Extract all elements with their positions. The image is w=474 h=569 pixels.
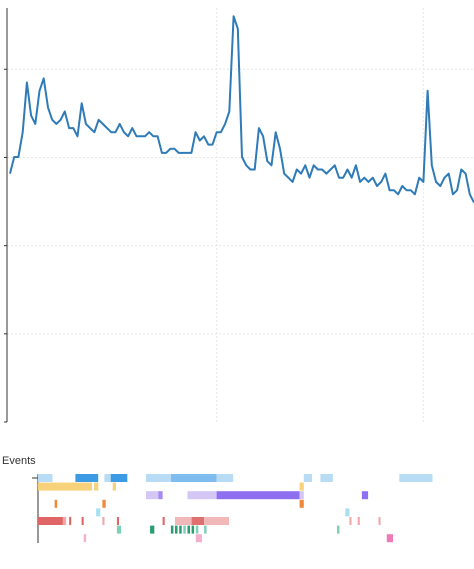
- event-segment[interactable]: [195, 534, 202, 543]
- event-segment[interactable]: [175, 525, 178, 534]
- event-segment[interactable]: [38, 482, 92, 491]
- event-segment[interactable]: [158, 491, 163, 500]
- event-segment[interactable]: [150, 525, 155, 534]
- event-segment[interactable]: [81, 517, 84, 525]
- event-segment[interactable]: [345, 508, 350, 517]
- event-segment[interactable]: [104, 474, 111, 482]
- event-segment[interactable]: [69, 517, 72, 525]
- event-segment[interactable]: [187, 525, 191, 534]
- event-segment[interactable]: [299, 499, 304, 508]
- event-segment[interactable]: [191, 517, 205, 525]
- event-segment[interactable]: [116, 517, 119, 525]
- event-row: [96, 508, 350, 517]
- event-segment[interactable]: [83, 534, 87, 543]
- event-segment[interactable]: [170, 525, 174, 534]
- event-segment[interactable]: [378, 517, 381, 525]
- event-segment[interactable]: [112, 482, 116, 491]
- event-segment[interactable]: [349, 517, 352, 525]
- event-segment[interactable]: [94, 482, 99, 491]
- event-segment[interactable]: [361, 491, 369, 500]
- event-segment[interactable]: [62, 517, 67, 525]
- event-segment[interactable]: [116, 525, 122, 534]
- event-segment[interactable]: [146, 491, 159, 500]
- event-segment[interactable]: [195, 525, 199, 534]
- event-segment[interactable]: [216, 491, 300, 500]
- event-segment[interactable]: [175, 517, 192, 525]
- event-segment[interactable]: [191, 525, 195, 534]
- event-segment[interactable]: [303, 474, 313, 482]
- event-segment[interactable]: [102, 517, 105, 525]
- events-title: Events: [2, 455, 36, 467]
- event-segment[interactable]: [54, 499, 58, 508]
- event-row: [116, 525, 340, 534]
- event-segment[interactable]: [337, 525, 340, 534]
- event-segment[interactable]: [183, 525, 186, 534]
- event-segment[interactable]: [162, 517, 165, 525]
- event-row: [54, 499, 304, 508]
- event-segment[interactable]: [386, 534, 393, 543]
- event-row: [146, 491, 369, 500]
- event-segment[interactable]: [216, 474, 234, 482]
- event-row: [38, 482, 304, 491]
- events-timeline: [32, 474, 433, 543]
- event-segment[interactable]: [204, 525, 207, 534]
- event-row: [38, 517, 381, 525]
- event-segment[interactable]: [170, 474, 217, 482]
- event-rows: [38, 474, 433, 543]
- chart-grid: [7, 8, 474, 422]
- series-line: [9, 15, 474, 204]
- y-ticks: [4, 68, 7, 423]
- event-segment[interactable]: [102, 499, 106, 508]
- event-row: [83, 534, 393, 543]
- event-segment[interactable]: [299, 482, 304, 491]
- event-segment[interactable]: [299, 491, 304, 500]
- event-segment[interactable]: [96, 508, 101, 517]
- event-segment[interactable]: [146, 474, 171, 482]
- event-segment[interactable]: [399, 474, 433, 482]
- event-segment[interactable]: [38, 517, 63, 525]
- event-segment[interactable]: [187, 491, 217, 500]
- event-segment[interactable]: [38, 474, 53, 482]
- event-segment[interactable]: [357, 517, 360, 525]
- event-segment[interactable]: [110, 474, 128, 482]
- event-segment[interactable]: [179, 525, 182, 534]
- event-segment[interactable]: [204, 517, 229, 525]
- line-chart: [4, 8, 474, 423]
- event-segment[interactable]: [320, 474, 333, 482]
- event-segment[interactable]: [75, 474, 99, 482]
- event-row: [38, 474, 433, 482]
